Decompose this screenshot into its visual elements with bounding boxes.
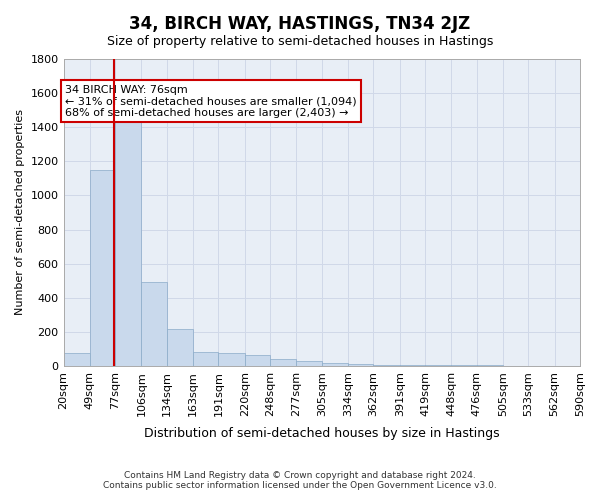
Bar xyxy=(270,359,296,366)
Bar xyxy=(193,352,218,366)
Bar xyxy=(425,365,451,366)
Bar xyxy=(322,363,348,366)
Text: Size of property relative to semi-detached houses in Hastings: Size of property relative to semi-detach… xyxy=(107,35,493,48)
Text: Contains HM Land Registry data © Crown copyright and database right 2024.
Contai: Contains HM Land Registry data © Crown c… xyxy=(103,470,497,490)
Bar xyxy=(142,282,167,366)
Bar xyxy=(296,361,322,366)
Text: 34 BIRCH WAY: 76sqm
← 31% of semi-detached houses are smaller (1,094)
68% of sem: 34 BIRCH WAY: 76sqm ← 31% of semi-detach… xyxy=(65,84,357,118)
Text: 34, BIRCH WAY, HASTINGS, TN34 2JZ: 34, BIRCH WAY, HASTINGS, TN34 2JZ xyxy=(130,15,470,33)
Bar xyxy=(400,365,425,366)
Bar xyxy=(90,170,115,366)
Bar xyxy=(218,353,245,366)
Bar xyxy=(64,353,90,366)
Bar xyxy=(167,329,193,366)
Bar xyxy=(115,122,142,366)
Bar xyxy=(373,364,400,366)
Y-axis label: Number of semi-detached properties: Number of semi-detached properties xyxy=(15,110,25,316)
X-axis label: Distribution of semi-detached houses by size in Hastings: Distribution of semi-detached houses by … xyxy=(144,427,500,440)
Bar xyxy=(348,364,373,366)
Bar xyxy=(245,355,270,366)
